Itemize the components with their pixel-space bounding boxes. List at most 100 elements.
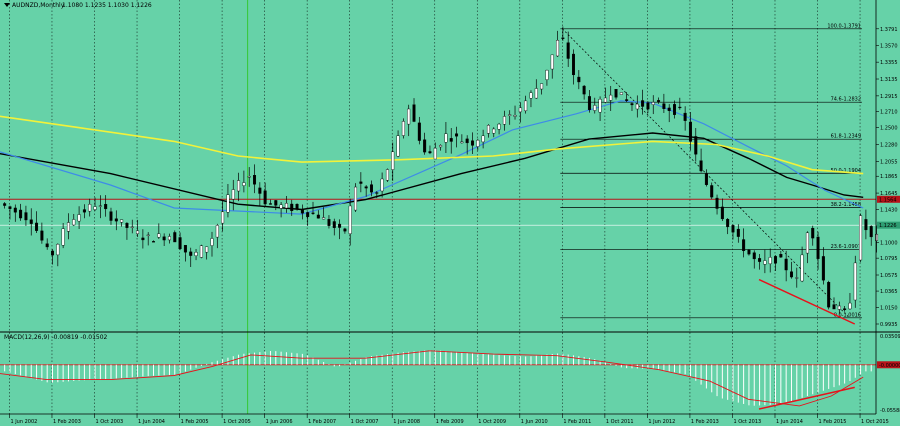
candle-bear[interactable] (449, 138, 453, 142)
candle-bear[interactable] (412, 104, 416, 122)
candle-bear[interactable] (641, 100, 645, 107)
candle-bull[interactable] (619, 92, 623, 95)
candle-bull[interactable] (66, 222, 70, 232)
candle-bear[interactable] (470, 140, 474, 146)
candle-bear[interactable] (832, 304, 836, 310)
candle-bear[interactable] (566, 42, 570, 59)
candle-bull[interactable] (444, 133, 448, 143)
candle-bull[interactable] (221, 211, 225, 224)
candle-bear[interactable] (827, 282, 831, 308)
candle-bear[interactable] (311, 212, 315, 214)
candle-bear[interactable] (114, 218, 118, 222)
candle-bear[interactable] (104, 204, 108, 210)
candle-bull[interactable] (56, 244, 60, 256)
candle-bear[interactable] (178, 237, 182, 250)
candle-bull[interactable] (603, 97, 607, 103)
candle-bull[interactable] (72, 219, 76, 226)
candle-bull[interactable] (550, 54, 554, 70)
time-axis[interactable]: 1 Jun 2002 1 Feb 2003 1 Oct 2003 1 Jun 2004… (9, 414, 889, 425)
candle-bear[interactable] (45, 243, 49, 248)
candle-bear[interactable] (816, 236, 820, 259)
candle-bull[interactable] (157, 233, 161, 238)
candle-bull[interactable] (853, 262, 857, 301)
dropdown-triangle-icon[interactable] (4, 3, 10, 7)
candle-bear[interactable] (338, 223, 342, 228)
candle-bull[interactable] (401, 121, 405, 136)
candle-bear[interactable] (8, 206, 12, 209)
candle-bull[interactable] (534, 88, 538, 99)
candle-bear[interactable] (678, 106, 682, 109)
candle-bull[interactable] (593, 105, 597, 111)
candle-bull[interactable] (279, 204, 283, 209)
candle-bull[interactable] (540, 83, 544, 90)
candle-bear[interactable] (758, 258, 762, 262)
candle-bull[interactable] (497, 123, 501, 130)
candle-bear[interactable] (864, 219, 868, 231)
candle-bear[interactable] (784, 258, 788, 271)
candle-bear[interactable] (720, 206, 724, 220)
candle-bear[interactable] (364, 186, 368, 189)
candle-bull[interactable] (502, 116, 506, 125)
candle-bear[interactable] (141, 237, 145, 241)
candle-bear[interactable] (268, 203, 272, 205)
macd-divergence-line[interactable] (758, 386, 855, 410)
candle-bear[interactable] (316, 214, 320, 219)
candle-bear[interactable] (582, 85, 586, 95)
candle-bear[interactable] (821, 256, 825, 281)
candle-bear[interactable] (417, 122, 421, 141)
candle-bear[interactable] (19, 209, 23, 219)
candle-bear[interactable] (423, 139, 427, 153)
candle-bull[interactable] (88, 204, 92, 212)
candle-bear[interactable] (561, 37, 565, 39)
candle-bear[interactable] (24, 212, 28, 221)
fibonacci-layer[interactable]: 100.0-1.3791 74.6-1.2832 61.8-1.2349 50.0-1… (0, 23, 876, 318)
candle-bear[interactable] (869, 226, 873, 238)
candle-bull[interactable] (529, 92, 533, 99)
candle-bear[interactable] (332, 221, 336, 228)
candle-bull[interactable] (247, 176, 251, 178)
candle-bear[interactable] (263, 190, 267, 205)
candle-bull[interactable] (492, 128, 496, 134)
candle-bear[interactable] (40, 230, 44, 241)
candle-bull[interactable] (210, 238, 214, 246)
candle-bear[interactable] (3, 203, 7, 206)
candle-bull[interactable] (518, 107, 522, 113)
candle-bull[interactable] (98, 205, 102, 207)
candle-bull[interactable] (795, 277, 799, 279)
candle-bear[interactable] (51, 250, 55, 256)
candle-bear[interactable] (189, 251, 193, 256)
candle-bull[interactable] (439, 145, 443, 148)
candle-bull[interactable] (237, 180, 241, 192)
candle-bear[interactable] (295, 204, 299, 209)
candle-bull[interactable] (226, 194, 230, 213)
candle-bull[interactable] (800, 254, 804, 282)
candle-bull[interactable] (93, 206, 97, 210)
candle-bull[interactable] (635, 103, 639, 110)
candle-bull[interactable] (609, 94, 613, 101)
candlestick-layer[interactable] (3, 26, 879, 325)
candle-bear[interactable] (125, 222, 129, 228)
candle-bear[interactable] (662, 103, 666, 109)
candle-bear[interactable] (688, 121, 692, 142)
candle-bear[interactable] (683, 112, 687, 121)
candle-bull[interactable] (476, 139, 480, 147)
candle-bull[interactable] (120, 219, 124, 223)
candle-bear[interactable] (630, 103, 634, 106)
candle-bear[interactable] (614, 89, 618, 98)
candle-bull[interactable] (396, 135, 400, 157)
candle-bear[interactable] (152, 241, 156, 243)
candle-bear[interactable] (843, 308, 847, 311)
candle-bull[interactable] (194, 252, 198, 256)
candle-bear[interactable] (258, 187, 262, 194)
candle-bear[interactable] (646, 102, 650, 110)
candle-bull[interactable] (460, 141, 464, 144)
candle-bull[interactable] (322, 217, 326, 220)
candle-bear[interactable] (577, 76, 581, 83)
candle-bear[interactable] (183, 245, 187, 253)
candle-bull[interactable] (284, 203, 288, 209)
candle-bear[interactable] (300, 209, 304, 214)
candle-bear[interactable] (694, 136, 698, 155)
candle-bear[interactable] (375, 192, 379, 194)
candle-bear[interactable] (82, 209, 86, 213)
